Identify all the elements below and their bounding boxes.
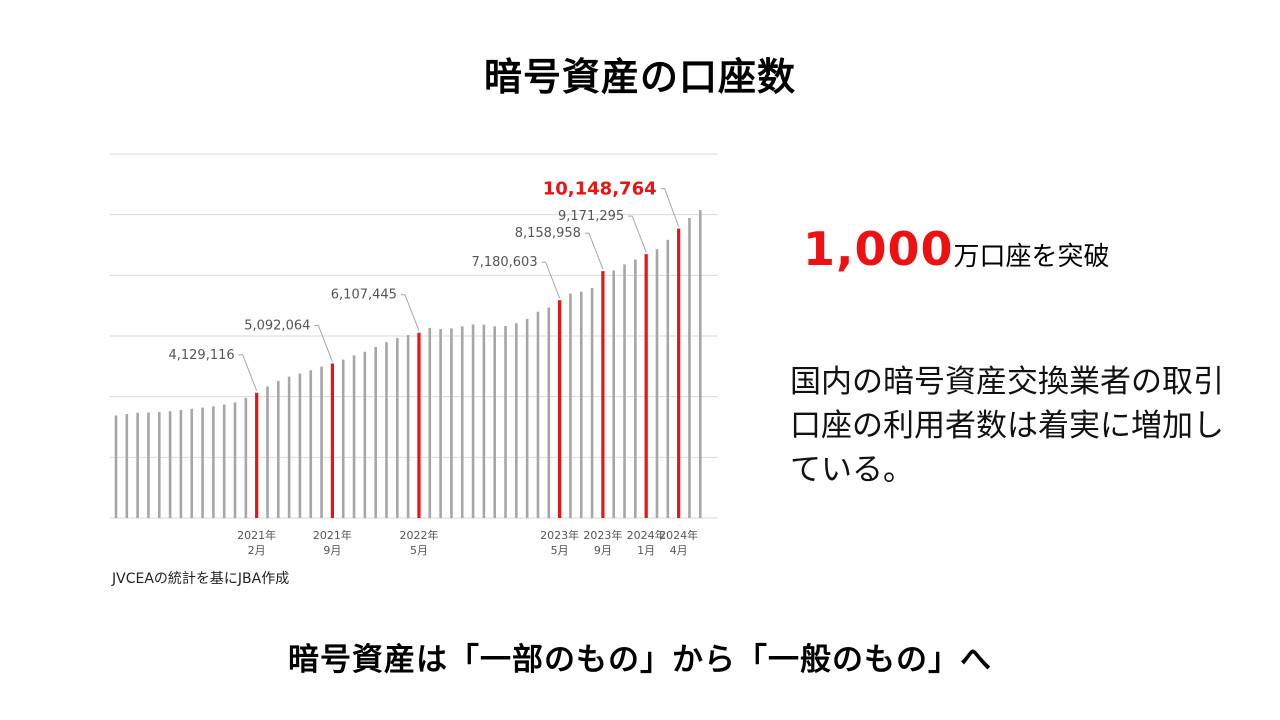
bar xyxy=(287,376,291,518)
bar xyxy=(352,355,356,518)
bar xyxy=(698,210,702,518)
x-tick-label: 2024年 4月 xyxy=(659,528,698,557)
bar-highlight xyxy=(330,363,334,518)
bar xyxy=(460,326,464,518)
leader-line xyxy=(238,354,258,391)
bar-highlight xyxy=(558,300,562,518)
bar xyxy=(277,380,280,518)
data-label: 4,129,116 xyxy=(168,348,234,363)
bar xyxy=(612,270,616,518)
bar xyxy=(579,291,583,518)
chart-gridlines xyxy=(110,153,718,519)
leader-line xyxy=(400,294,420,331)
x-tick-label: 2021年 9月 xyxy=(313,528,352,557)
bar-highlight xyxy=(417,332,421,518)
data-label: 9,171,295 xyxy=(558,209,624,224)
x-tick-label: 2024年 1月 xyxy=(627,528,666,557)
bar xyxy=(504,325,507,518)
bar xyxy=(320,366,323,518)
bar xyxy=(515,323,518,518)
bar xyxy=(147,412,150,518)
bar xyxy=(396,338,399,518)
bar xyxy=(222,404,226,518)
page-title: 暗号資産の口座数 xyxy=(483,55,796,99)
bar xyxy=(179,410,183,518)
data-label: 8,158,958 xyxy=(515,226,581,241)
bar xyxy=(201,407,204,518)
bar-highlight xyxy=(601,271,605,518)
leader-line xyxy=(628,215,647,253)
chart-bars xyxy=(114,210,702,518)
bar xyxy=(634,259,637,518)
chart-data-labels: 4,129,116 5,092,064 6,107,445 7,180,603 8,15… xyxy=(168,179,656,363)
bar xyxy=(655,249,659,518)
bar xyxy=(385,342,388,518)
source-note: JVCEAの統計を基にJBA作成 xyxy=(112,571,290,587)
bar xyxy=(569,293,572,518)
bar xyxy=(157,412,161,518)
data-label: 5,092,064 xyxy=(244,319,310,334)
bar-highlight xyxy=(677,228,681,518)
bar xyxy=(428,327,432,518)
data-label: 10,148,764 xyxy=(543,179,657,200)
headline-number: 1,000 xyxy=(803,222,954,276)
bar xyxy=(471,324,475,518)
bar xyxy=(212,406,215,518)
bar xyxy=(363,351,367,518)
bar xyxy=(439,329,442,518)
leader-line xyxy=(541,261,561,299)
bar-highlight xyxy=(255,392,259,518)
bar xyxy=(482,324,486,518)
bar xyxy=(406,335,410,518)
data-label: 7,180,603 xyxy=(471,255,537,270)
bar xyxy=(623,264,626,518)
bar xyxy=(525,319,529,518)
leader-line xyxy=(660,188,680,227)
bar xyxy=(688,218,691,518)
footer-message: 暗号資産は「一部のもの」から「一般のもの」へ xyxy=(288,642,992,678)
x-tick-label: 2022年 5月 xyxy=(399,528,438,557)
bar xyxy=(341,359,345,518)
description-text: 国内の暗号資産交換業者の取引口座の利用者数は着実に増加している。 xyxy=(790,364,1224,488)
bar xyxy=(536,311,540,518)
x-tick-label: 2023年 5月 xyxy=(540,528,579,557)
bar xyxy=(125,413,129,518)
bar xyxy=(493,326,496,518)
bar xyxy=(590,288,594,518)
bar xyxy=(266,386,269,518)
bar xyxy=(666,239,670,518)
bar xyxy=(233,402,237,518)
bar xyxy=(450,328,453,518)
x-tick-label: 2021年 2月 xyxy=(237,528,276,557)
headline-text: 万口座を突破 xyxy=(953,242,1110,272)
bar xyxy=(547,307,551,518)
bar xyxy=(190,408,194,518)
headline: 1,000万口座を突破 xyxy=(803,222,1110,276)
data-label: 6,107,445 xyxy=(331,288,397,303)
bar xyxy=(136,412,139,518)
account-count-bar-chart: 4,129,116 5,092,064 6,107,445 7,180,603 8,15… xyxy=(110,153,718,557)
bar xyxy=(114,415,118,518)
bar xyxy=(168,411,172,518)
leader-line xyxy=(584,232,604,270)
bar xyxy=(298,373,302,518)
x-tick-label: 2023年 9月 xyxy=(583,528,622,557)
bar xyxy=(309,370,313,518)
bar xyxy=(374,346,377,518)
leader-line xyxy=(314,325,333,362)
chart-leader-lines xyxy=(238,188,680,391)
bar-highlight xyxy=(644,254,648,518)
bar xyxy=(244,397,248,518)
